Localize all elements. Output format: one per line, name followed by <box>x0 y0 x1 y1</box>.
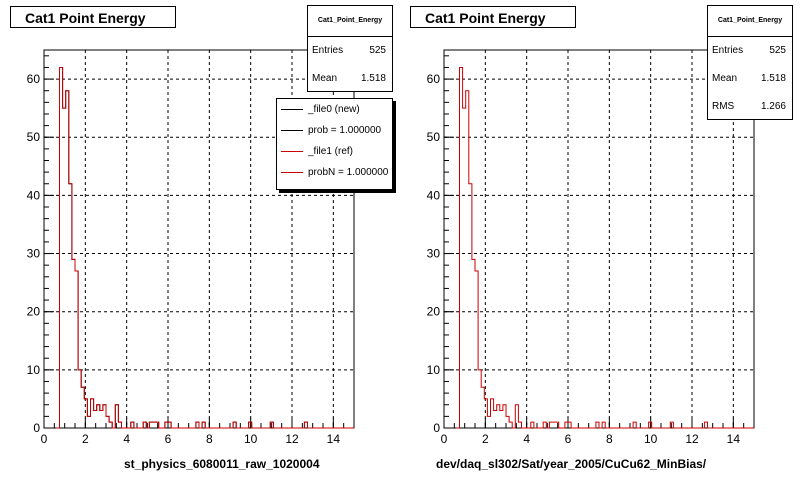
stats-value: 1.266 <box>760 101 786 112</box>
right-y-tick-label: 40 <box>427 188 441 202</box>
left-stats-name: Cat1_Point_Energy <box>308 6 392 37</box>
left-x-tick-label: 12 <box>285 432 299 446</box>
right-title: Cat1 Point Energy <box>425 10 546 26</box>
legend-entry: prob = 1.000000 <box>277 120 392 141</box>
stats-label: Mean <box>312 73 338 84</box>
right-x-tick-label: 12 <box>685 432 699 446</box>
legend-label: prob = 1.000000 <box>308 125 382 136</box>
left-legend: _file0 (new) prob = 1.000000 _file1 (ref… <box>276 98 393 190</box>
left-y-tick-label: 10 <box>27 363 41 377</box>
stats-value: 525 <box>769 45 786 56</box>
left-y-tick-label: 50 <box>27 130 41 144</box>
right-title-box: Cat1 Point Energy <box>410 6 576 28</box>
right-x-tick-label: 10 <box>644 432 658 446</box>
left-y-tick-label: 60 <box>27 72 41 86</box>
left-title-box: Cat1 Point Energy <box>10 6 176 28</box>
legend-swatch <box>281 109 303 110</box>
right-stats-row-mean: Mean 1.518 <box>708 65 792 93</box>
right-series-0-histogram <box>456 66 754 429</box>
left-stats-row-entries: Entries 525 <box>308 37 392 65</box>
left-x-tick-label: 2 <box>82 432 89 446</box>
right-y-tick-label: 60 <box>427 72 441 86</box>
right-x-tick-label: 2 <box>482 432 489 446</box>
right-stats-name: Cat1_Point_Energy <box>708 6 792 37</box>
right-x-tick-label: 4 <box>523 432 530 446</box>
stats-label: Entries <box>312 45 344 56</box>
right-x-tick-label: 14 <box>727 432 741 446</box>
left-x-tick-label: 0 <box>41 432 48 446</box>
right-x-tick-label: 6 <box>565 432 572 446</box>
legend-label: _file0 (new) <box>308 104 360 115</box>
legend-entry: _file0 (new) <box>277 99 392 120</box>
right-stats-box: Cat1_Point_Energy Entries 525 Mean 1.518… <box>707 5 793 120</box>
right-stats-row-entries: Entries 525 <box>708 37 792 65</box>
left-title: Cat1 Point Energy <box>25 10 146 26</box>
left-stats-row-mean: Mean 1.518 <box>308 65 392 93</box>
legend-entry: probN = 1.000000 <box>277 162 392 183</box>
left-x-tick-label: 8 <box>206 432 213 446</box>
left-x-tick-label: 6 <box>165 432 172 446</box>
right-y-tick-label: 50 <box>427 130 441 144</box>
right-y-tick-label: 30 <box>427 247 441 261</box>
right-y-tick-label: 0 <box>433 421 440 435</box>
legend-entry: _file1 (ref) <box>277 141 392 162</box>
stats-value: 525 <box>369 45 386 56</box>
stats-value: 1.518 <box>760 73 786 84</box>
left-series-1-histogram <box>56 66 354 429</box>
stats-value: 1.518 <box>360 73 386 84</box>
right-x-tick-label: 8 <box>606 432 613 446</box>
left-y-tick-label: 20 <box>27 305 41 319</box>
legend-swatch <box>281 151 303 152</box>
left-x-tick-label: 10 <box>244 432 258 446</box>
left-x-tick-label: 14 <box>327 432 341 446</box>
right-x-tick-label: 0 <box>441 432 448 446</box>
right-y-tick-label: 20 <box>427 305 441 319</box>
right-stats-row-rms: RMS 1.266 <box>708 93 792 121</box>
left-y-tick-label: 40 <box>27 188 41 202</box>
left-x-axis-label: st_physics_6080011_raw_1020004 <box>124 457 320 471</box>
legend-swatch <box>281 172 303 173</box>
left-x-tick-label: 4 <box>123 432 130 446</box>
right-x-axis-label: dev/daq_sl302/Sat/year_2005/CuCu62_MinBi… <box>436 457 707 471</box>
legend-label: probN = 1.000000 <box>308 167 389 178</box>
stats-label: Entries <box>712 45 744 56</box>
left-y-tick-label: 30 <box>27 247 41 261</box>
right-y-tick-label: 10 <box>427 363 441 377</box>
stats-label: RMS <box>712 101 735 112</box>
legend-label: _file1 (ref) <box>308 146 354 157</box>
left-stats-box: Cat1_Point_Energy Entries 525 Mean 1.518 <box>307 5 393 92</box>
stats-label: Mean <box>712 73 738 84</box>
legend-swatch <box>281 130 303 131</box>
left-y-tick-label: 0 <box>33 421 40 435</box>
